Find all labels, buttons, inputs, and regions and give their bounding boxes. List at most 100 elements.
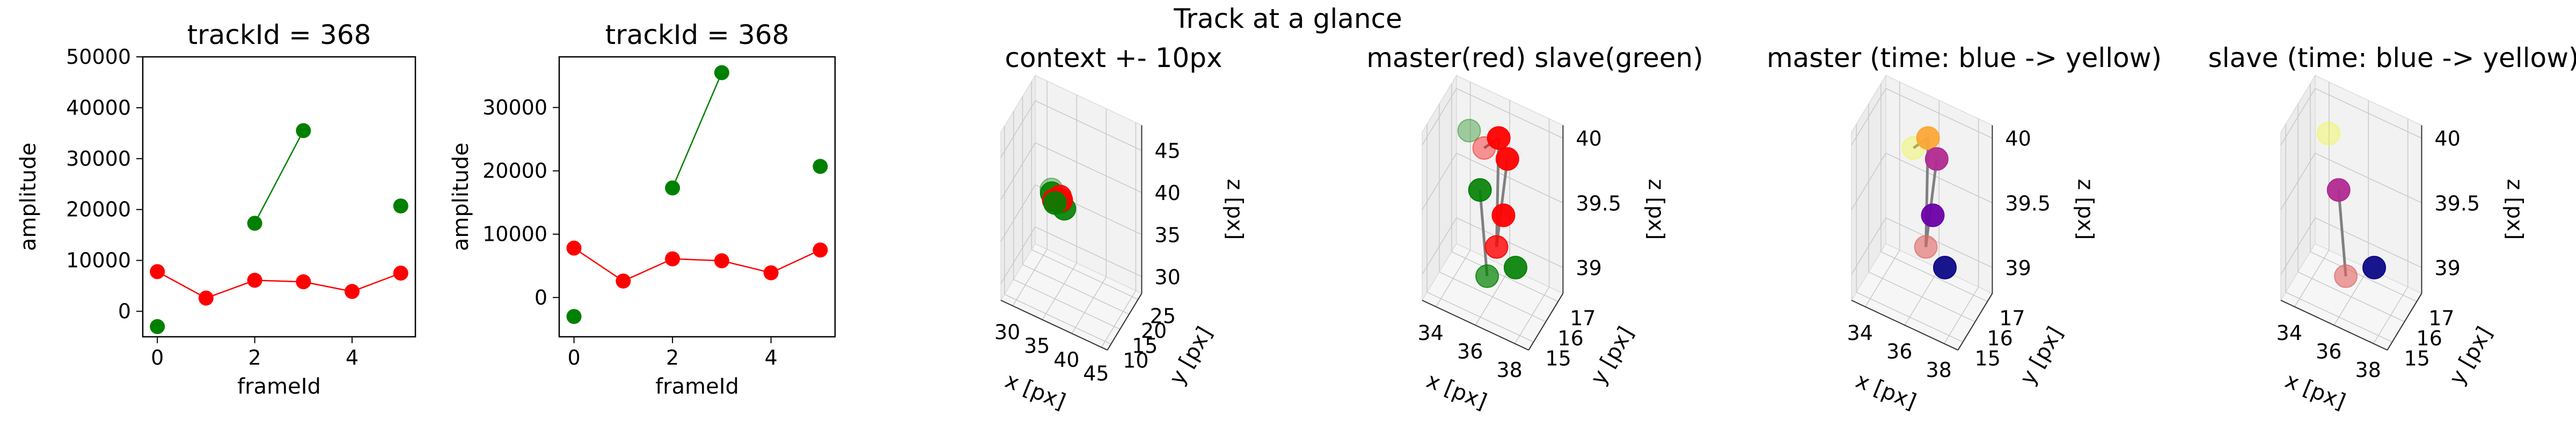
x-tick-label: 38: [1497, 358, 1523, 382]
z-axis-label: z [px]: [2073, 179, 2097, 240]
data-point: [247, 272, 262, 288]
z-axis-label: z [px]: [1643, 179, 1668, 240]
panel-slave-time-3d: slave (time: blue -> yellow) 34 36 38 151617…: [2208, 42, 2576, 415]
data-point: [150, 264, 165, 279]
grid-line: [2280, 217, 2316, 275]
x-axis-line: [2280, 300, 2388, 351]
grid-line: [1101, 290, 1137, 348]
x-tick-label: 4: [346, 346, 358, 369]
axes-frame: [558, 56, 836, 338]
grid-line: [2310, 251, 2417, 302]
data-point: [763, 265, 779, 280]
grid-line: [1012, 249, 1048, 306]
x-tick-label: 35: [1024, 334, 1050, 358]
z-tick-label: 39: [2005, 256, 2031, 280]
data-point: [1468, 178, 1492, 202]
data-point: [1933, 255, 1957, 279]
y-tick-label: 20: [1141, 319, 1167, 343]
data-point: [566, 309, 582, 324]
data-point: [1495, 147, 1519, 171]
grid-line: [1022, 264, 1130, 315]
y-tick-label: 0: [118, 300, 131, 323]
grid-line: [1856, 292, 1963, 343]
y-tick-label: 0: [535, 286, 547, 309]
data-point: [2362, 255, 2386, 279]
y-axis-label: y [px]: [1165, 322, 1217, 389]
data-point: [813, 159, 828, 174]
z-tick-label: 39: [2434, 256, 2460, 280]
y-tick-label: 20000: [482, 159, 547, 183]
grid-line: [1422, 88, 1457, 145]
grid-line: [1422, 153, 1457, 210]
x-axis-line: [1851, 300, 1958, 351]
x-tick-label: 34: [1847, 321, 1873, 345]
axes-frame: [142, 56, 416, 338]
y-axis-label: amplitude: [16, 143, 41, 251]
z-tick-label: 30: [1154, 265, 1180, 289]
grid-line: [2285, 292, 2392, 343]
z-tick-label: 39: [1576, 256, 1601, 280]
data-point: [393, 265, 408, 281]
grid-line: [1439, 271, 1546, 322]
y-tick-label: 40000: [66, 96, 131, 120]
data-point: [1921, 203, 1945, 227]
data-point: [1484, 235, 1509, 259]
data-point: [1487, 126, 1511, 150]
x-tick-label: 0: [151, 346, 164, 369]
grid-line: [1071, 276, 1107, 334]
y-axis-line: [1528, 293, 1564, 351]
grid-line: [1004, 294, 1111, 345]
x-tick-label: 2: [248, 346, 261, 369]
x-tick-label: 4: [765, 346, 778, 369]
z-tick-label: 40: [1154, 181, 1180, 205]
y-axis-line: [1107, 293, 1143, 351]
y-tick-label: 20000: [66, 198, 131, 221]
z-tick-label: 39.5: [1576, 191, 1621, 215]
z-tick-label: 40: [2005, 127, 2031, 151]
grid-line: [2315, 152, 2422, 204]
y-tick-label: 16: [1557, 327, 1583, 350]
data-point: [2334, 264, 2358, 289]
connector-line: [2337, 190, 2347, 277]
panel-amplitude-2: trackId = 368 0 2 4 0 10000 20000 30000 frameId a…: [449, 19, 836, 399]
y-tick-label: 17: [1999, 306, 2025, 330]
chart-title: master(red) slave(green): [1366, 42, 1703, 73]
data-point: [150, 319, 165, 335]
connector-line: [1479, 190, 1489, 277]
z-axis-label: z [px]: [2502, 179, 2527, 240]
y-tick-label: 10: [1123, 349, 1148, 373]
x-tick-label: 38: [2355, 358, 2381, 382]
x-tick-label: 34: [2277, 321, 2302, 345]
grid-line: [1000, 100, 1036, 158]
grid-line: [1851, 153, 1886, 210]
y-axis-line: [2387, 293, 2423, 351]
data-point: [616, 273, 631, 289]
figure-suptitle: Track at a glance: [1173, 3, 1402, 34]
grid-line: [1000, 142, 1036, 200]
grid-line: [1451, 251, 1558, 302]
series-line: [573, 247, 821, 282]
y-axis-label: y [px]: [2445, 322, 2497, 389]
grid-line: [1851, 217, 1886, 275]
data-point: [1924, 147, 1949, 171]
grid-line: [2315, 88, 2422, 139]
grid-line: [1013, 279, 1121, 330]
grid-line: [1031, 249, 1138, 300]
grid-line: [1000, 184, 1036, 242]
data-point: [566, 240, 582, 256]
x-tick-label: 36: [1886, 339, 1912, 363]
panel-master-time-3d: master (time: blue -> yellow) 34 36 38 15161…: [1767, 42, 2162, 415]
data-point: [1043, 191, 1067, 215]
x-axis-label: x [px]: [1001, 368, 1069, 415]
data-point: [247, 216, 262, 231]
chart-title: context +- 10px: [1005, 42, 1222, 73]
data-point: [198, 290, 214, 306]
y-tick-label: 15: [1546, 347, 1571, 371]
grid-line: [1868, 271, 1975, 322]
y-tick-label: 50000: [66, 45, 131, 69]
data-point: [665, 180, 680, 196]
grid-line: [2297, 271, 2405, 322]
data-point: [2316, 122, 2340, 146]
z-tick-label: 35: [1154, 223, 1180, 247]
